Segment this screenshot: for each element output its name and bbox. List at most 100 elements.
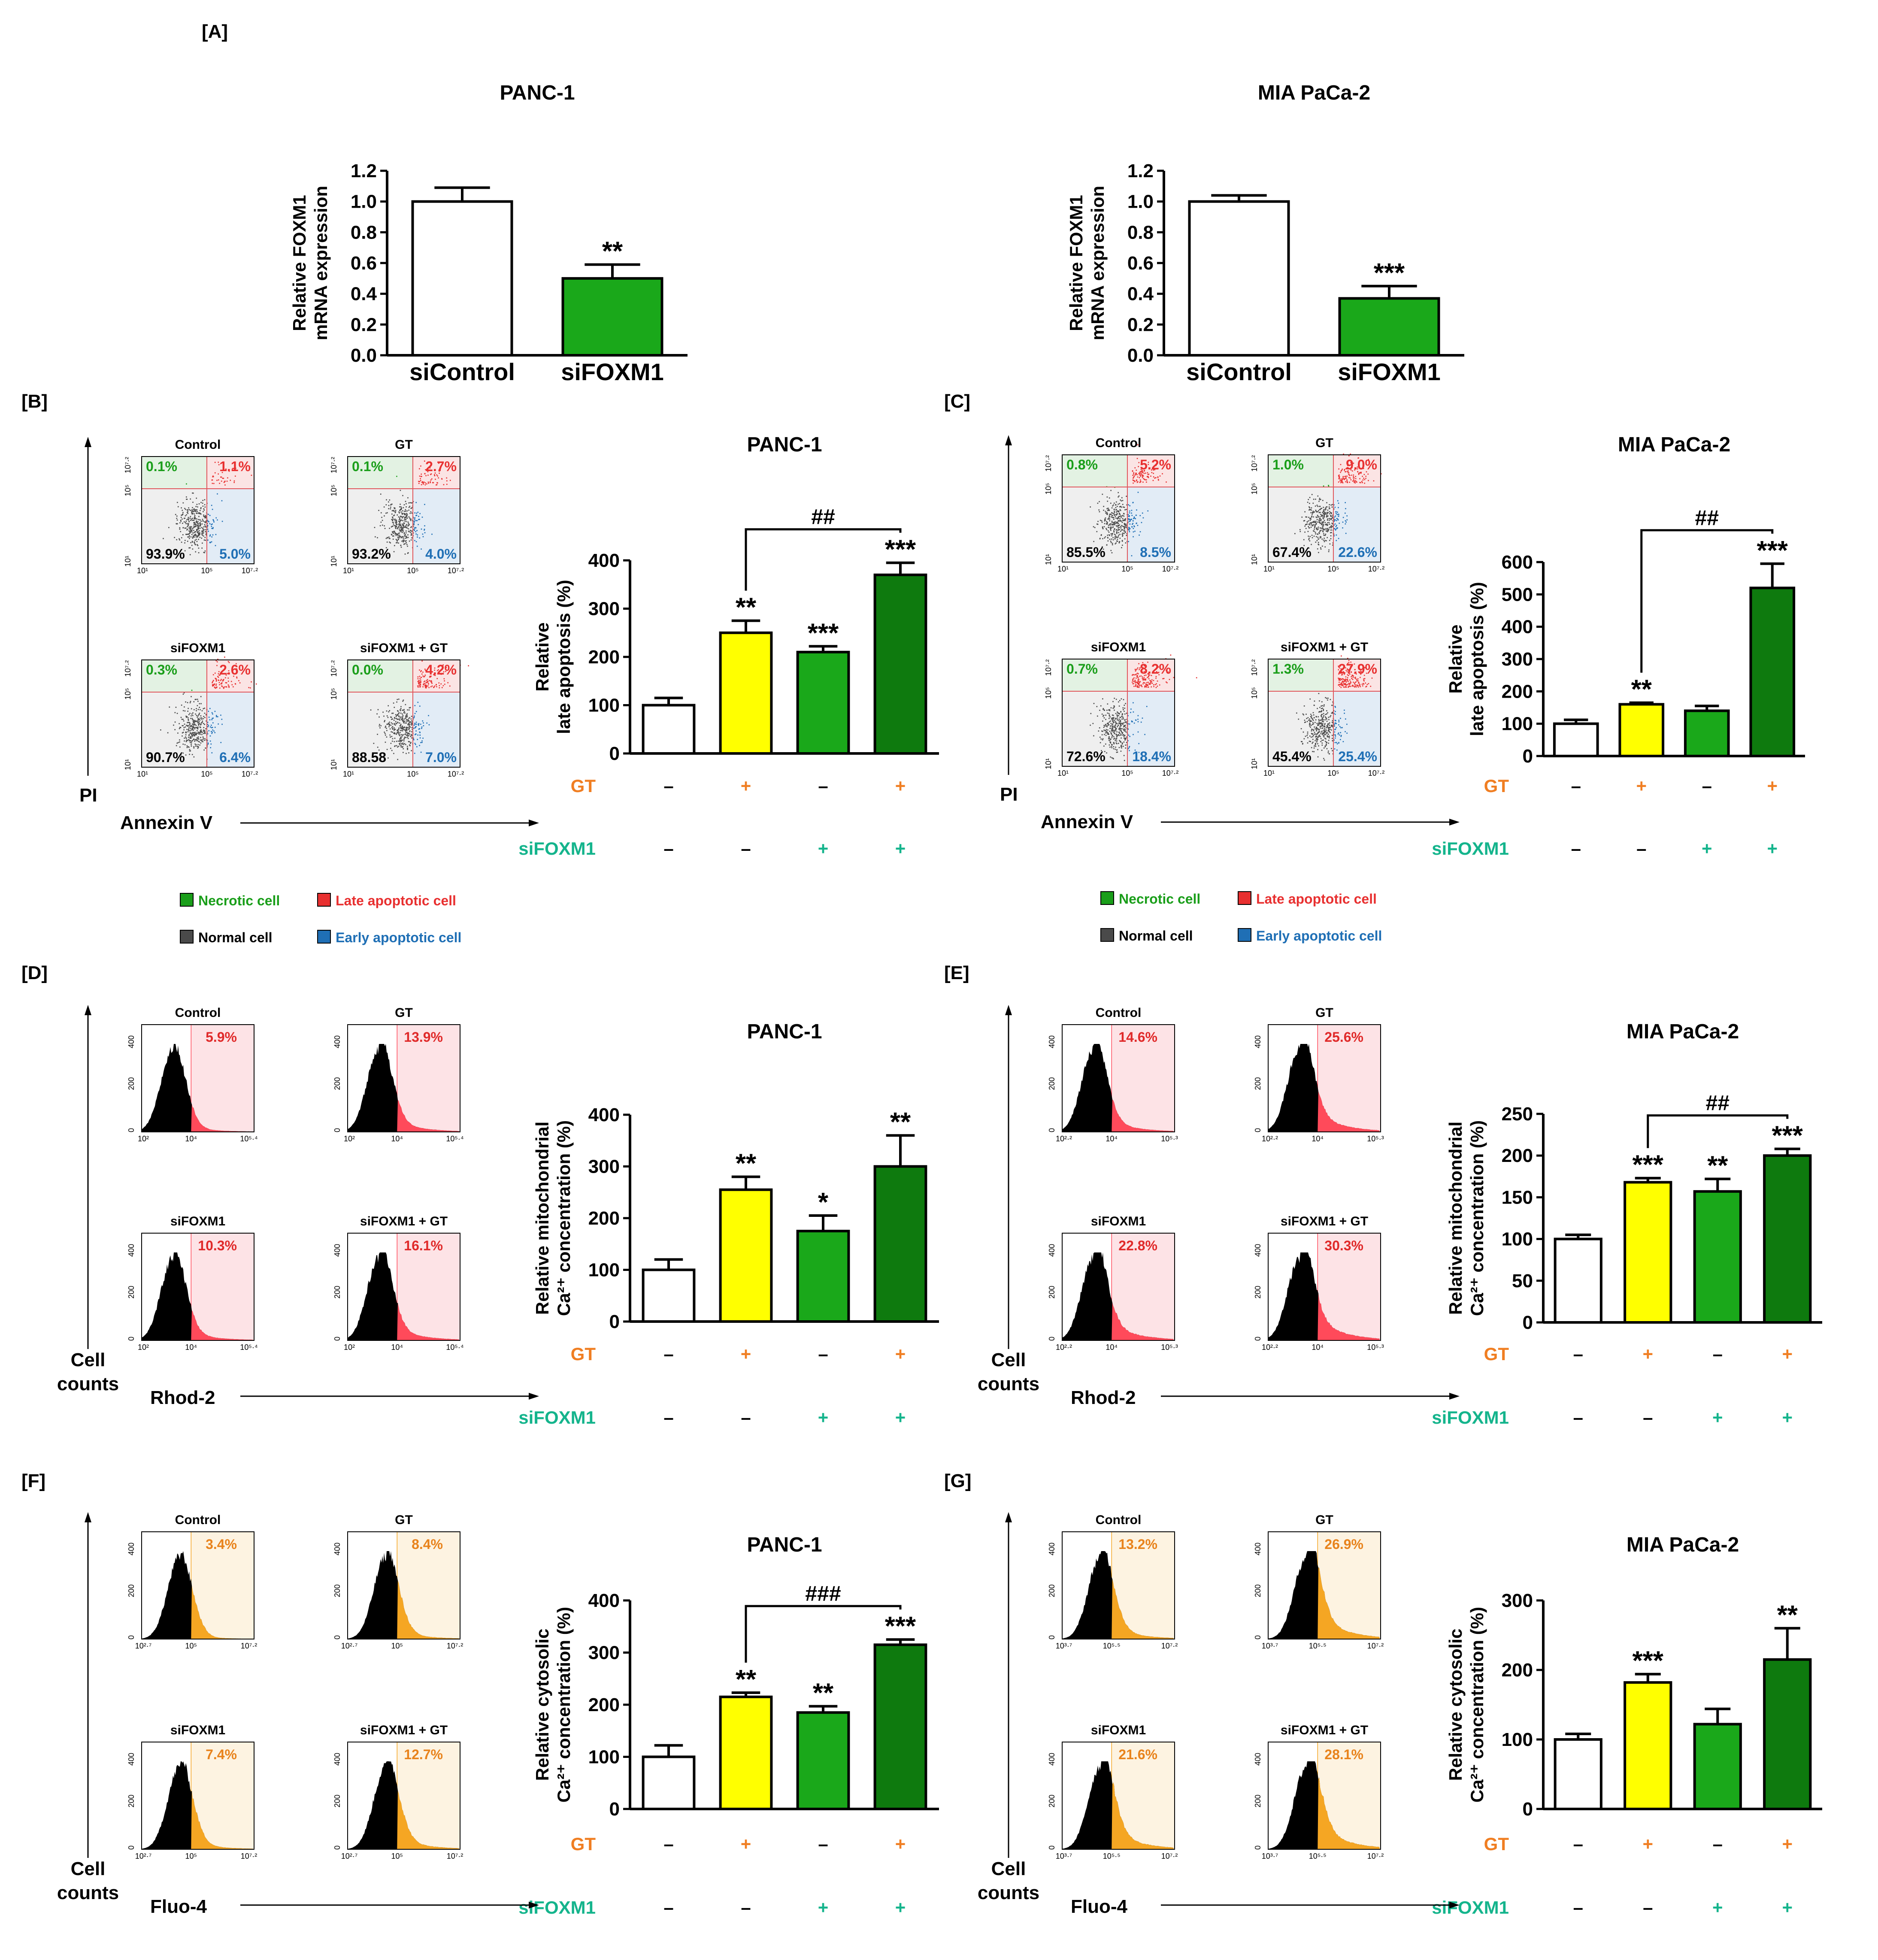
flow-b-3-dot [399, 738, 401, 739]
flow-c-3-dot [1317, 733, 1318, 735]
flow-c-1-dot [1312, 511, 1313, 513]
flow-b-1-dot [384, 525, 385, 526]
flow-b-3-dot [405, 733, 406, 735]
flow-c-1-dot [1313, 530, 1315, 532]
flow-c-3-dot [1347, 684, 1349, 685]
flow-b-2-dot [160, 729, 161, 731]
chart0-category-1: siFOXM1 [561, 358, 664, 385]
flow-b-2-dot [210, 731, 212, 732]
flow-b-3-dot [416, 746, 418, 747]
chart6-gt-sign-1: + [741, 1834, 751, 1854]
chart5-ytick-label-3: 150 [1502, 1187, 1533, 1208]
flow-c-0-dot [1118, 517, 1119, 518]
flow-c-2-dot [1110, 742, 1111, 744]
flow-c-3-dot [1326, 748, 1328, 750]
flow-b-0-dot [195, 525, 197, 527]
flow-b-2-dot [194, 732, 195, 734]
flow-b-2-dot [198, 714, 200, 715]
flow-c-3-dot [1321, 714, 1322, 716]
flow-c-3-dot [1305, 721, 1306, 723]
flow-c-3-dot [1348, 662, 1350, 663]
flow-b-0-dot [197, 531, 199, 532]
flow-c-2-dot [1114, 738, 1115, 739]
flow-c-1-dot [1363, 474, 1365, 475]
flow-b-2-dot [179, 741, 180, 743]
flow-b-2-dot [191, 728, 193, 730]
flow-c-2-dot [1103, 708, 1104, 709]
flow-c-0-dot [1114, 523, 1116, 525]
flow-b-0-dot [202, 499, 203, 501]
flow-b-0-dot [203, 529, 204, 531]
flow-b-1-dot [406, 517, 408, 519]
flow-e-y-name-1: counts [978, 1373, 1039, 1394]
flow-b-0-dot [197, 534, 199, 536]
flow-c-3-dot [1344, 674, 1345, 675]
flow-c-1-dot [1315, 532, 1316, 533]
flow-b-3-dot [407, 724, 409, 726]
flow-b-1-dot [432, 482, 433, 484]
flow-b-1-dot [412, 524, 414, 526]
flow-c-2-dot [1090, 713, 1092, 714]
flow-b-1-dot [404, 517, 406, 518]
flow-b-2-dot [189, 730, 191, 732]
flow-g-y-name-0: Cell [991, 1858, 1026, 1879]
flow-c-0-dot [1112, 523, 1113, 525]
flow-c-1-dot [1338, 475, 1339, 477]
flow-g-3-gated-histogram [1318, 1777, 1380, 1849]
flow-b-0-dot [205, 534, 207, 535]
flow-b-2-dot [189, 750, 191, 752]
flow-c-1-ytick-0: 10⁷·² [1250, 455, 1259, 472]
flow-b-3-dot [411, 750, 412, 751]
flow-c-2-dot [1114, 709, 1115, 711]
flow-b-1-dot [398, 523, 400, 525]
flow-b-2-dot [197, 727, 198, 728]
flow-c-3-dot [1325, 716, 1326, 718]
flow-c-3-dot [1335, 706, 1336, 708]
flow-c-2-dot [1126, 721, 1127, 723]
flow-f-3-gated-histogram [397, 1791, 459, 1849]
flow-b-0-dot [197, 536, 198, 538]
flow-c-2-dot [1108, 736, 1110, 738]
flow-b-3-dot [400, 745, 402, 746]
flow-c-3-dot [1335, 722, 1336, 724]
flow-c-1-dot [1326, 516, 1328, 517]
flow-b-1-dot [411, 512, 412, 514]
flow-b-2-dot [217, 661, 218, 662]
flow-b-1-dot [390, 508, 391, 510]
flow-b-0-dot [180, 517, 182, 518]
flow-b-2-dot [223, 679, 224, 681]
flow-b-0-dot [200, 507, 202, 508]
flow-b-3-dot [392, 732, 393, 733]
flow-c-1-dot [1349, 475, 1351, 476]
flow-b-0-dot [194, 534, 195, 536]
flow-c-3-dot [1310, 714, 1312, 715]
flow-c-2-ytick-0: 10⁷·² [1044, 659, 1053, 676]
flow-b-1-dot [421, 473, 422, 475]
flow-b-1-dot [408, 524, 410, 526]
flow-c-2-dot [1148, 675, 1149, 677]
flow-c-0-dot [1138, 462, 1140, 463]
flow-b-1-dot [397, 527, 398, 529]
flow-b-1-dot [427, 469, 429, 471]
flow-b-0-dot [211, 528, 212, 529]
flow-c-1-dot [1320, 508, 1322, 509]
flow-b-3-dot [408, 741, 409, 742]
flow-c-1-dot [1317, 529, 1318, 531]
flow-c-2-dot [1151, 679, 1153, 681]
flow-c-3-dot [1345, 669, 1347, 671]
flow-c-3-dot [1360, 669, 1362, 670]
flow-b-3-dot [410, 734, 412, 735]
flow-c-2-dot [1116, 731, 1118, 733]
flow-c-1-dot [1314, 528, 1315, 530]
flow-c-1-dot [1342, 476, 1344, 478]
flow-b-2-dot [201, 734, 203, 735]
chart4-ylabel-line-1: Ca²⁺ concentration (%) [554, 1120, 574, 1316]
flow-c-3-dot [1307, 731, 1309, 733]
flow-b-2-dot [192, 723, 194, 725]
flow-c-0-dot [1114, 512, 1115, 513]
flow-c-0-dot [1148, 464, 1149, 465]
flow-c-2-dot [1109, 721, 1110, 723]
flow-c-3-dot [1323, 735, 1324, 736]
flow-c-3-dot [1322, 708, 1324, 709]
flow-c-3-dot [1323, 733, 1325, 735]
